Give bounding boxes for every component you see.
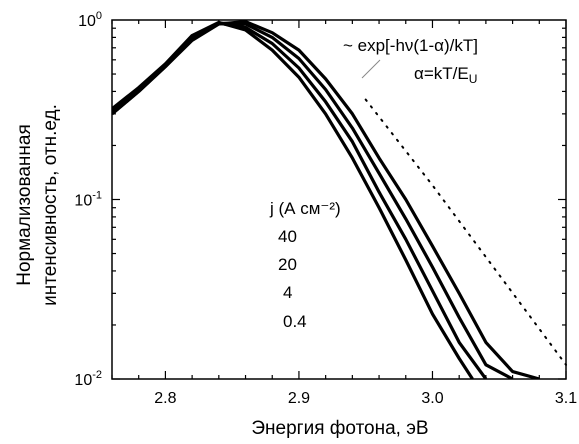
y-axis-title-line-1: Нормализованная bbox=[14, 124, 35, 286]
x-tick-label: 2.8 bbox=[154, 390, 176, 407]
y-tick-label: 10-2 bbox=[74, 369, 102, 389]
series-label-4: 4 bbox=[283, 283, 292, 302]
x-tick-label: 2.9 bbox=[288, 390, 310, 407]
series-line-0-4 bbox=[112, 20, 474, 379]
y-tick-label: 100 bbox=[78, 10, 102, 30]
x-axis-ticks: 2.8 2.9 3.0 3.1 bbox=[111, 20, 577, 407]
current-density-legend: j (А см⁻²) 40 20 4 0.4 bbox=[269, 199, 341, 331]
fit-layer bbox=[361, 59, 567, 366]
y-axis-ticks: 100 10-1 10-2 bbox=[74, 10, 566, 389]
fit-formula-subscript: U bbox=[469, 72, 478, 86]
series-lines bbox=[112, 20, 540, 379]
series-label-40: 40 bbox=[278, 227, 297, 246]
series-label-20: 20 bbox=[278, 255, 297, 274]
plot-area: 2.8 2.9 3.0 3.1 100 10-1 10-2 bbox=[74, 10, 577, 407]
y-axis-title-line-2: интенсивность, отн.ед. bbox=[40, 104, 61, 306]
fit-pointer-line bbox=[361, 59, 381, 79]
series-label-0-4: 0.4 bbox=[283, 312, 307, 331]
fit-formula-alpha: α=kT/E bbox=[414, 64, 469, 83]
y-tick-label: 10-1 bbox=[74, 190, 102, 210]
x-axis-title: Энергия фотона, эВ bbox=[251, 418, 428, 439]
fit-formula-line-1: ~ exp[-hν(1-α)/kT] bbox=[343, 36, 478, 55]
y-axis-title: Нормализованная интенсивность, отн.ед. bbox=[14, 104, 61, 306]
fit-dotted-line bbox=[364, 98, 567, 366]
x-tick-label: 3.0 bbox=[421, 390, 443, 407]
x-tick-label: 3.1 bbox=[555, 390, 577, 407]
fit-formula: ~ exp[-hν(1-α)/kT] α=kT/EU bbox=[343, 36, 478, 86]
current-density-label: j (А см⁻²) bbox=[269, 199, 341, 218]
fit-formula-line-2: α=kT/EU bbox=[414, 64, 477, 86]
